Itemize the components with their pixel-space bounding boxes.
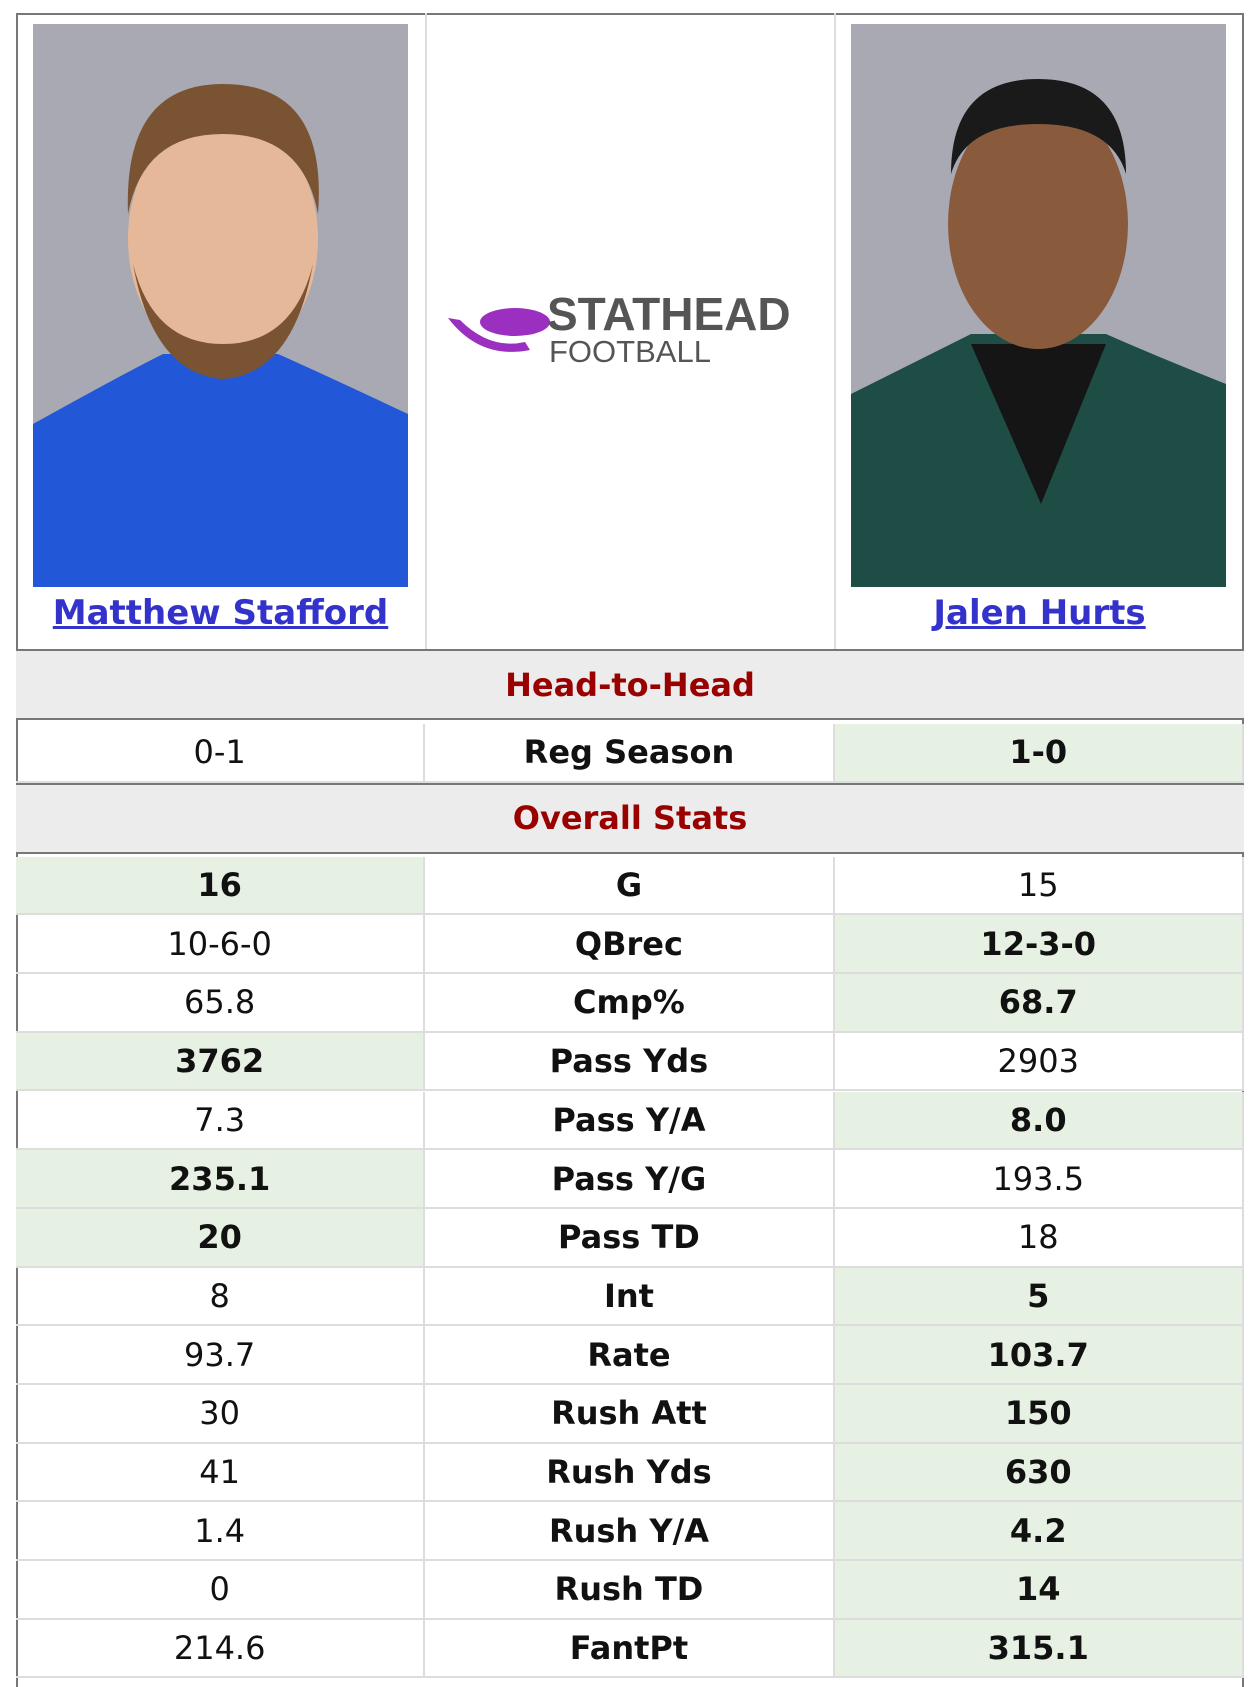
stat-value: 10-6-0 [16,915,426,975]
stat-label: Rush Att [425,1385,835,1444]
stat-value: 103.7 [834,1326,1244,1385]
stat-value: 20 [16,1208,426,1268]
stat-value: 8.0 [834,1091,1244,1151]
stat-label: FantPt [425,1619,835,1679]
divider [425,13,427,649]
stat-label: Rush Y/A [425,1502,835,1562]
stat-value: 3762 [16,1032,426,1092]
player-link[interactable]: Jalen Hurts [933,593,1146,633]
stat-value: 630 [834,1443,1244,1503]
logo-subtitle: FOOTBALL [549,334,711,369]
stat-label: Rush Yds [425,1443,835,1503]
stat-value: 14 [834,1561,1244,1620]
stat-value: 5 [834,1267,1244,1327]
stat-value: 315.1 [834,1619,1244,1679]
stat-value: 7.3 [16,1091,426,1151]
stat-label: Reg Season [425,724,835,783]
stat-value: 68.7 [834,974,1244,1033]
stat-label: QBrec [425,915,835,975]
stat-label: Rate [425,1326,835,1385]
stat-label: Pass Yds [425,1032,835,1092]
stat-value: 0 [16,1561,426,1620]
logo: STATHEAD FOOTBALL [448,290,791,369]
stat-label: Pass Y/G [425,1150,835,1209]
stat-label: Rush TD [425,1561,835,1620]
stat-value: 15 [834,856,1244,916]
stat-label: G [425,856,835,916]
stat-label: Cmp% [425,974,835,1033]
stat-value: 193.5 [834,1150,1244,1209]
section-header: Head-to-Head [16,649,1244,720]
player-photo [851,24,1226,587]
stat-label: Pass Y/A [425,1091,835,1151]
section-header: Overall Stats [16,782,1244,854]
stat-value: 93.7 [16,1326,426,1385]
stat-label: Int [425,1267,835,1327]
stat-value: 30 [16,1385,426,1444]
stat-value: 1-0 [834,724,1244,783]
stat-label: Pass TD [425,1208,835,1268]
divider [834,13,836,649]
stat-value: 4.2 [834,1502,1244,1562]
player-link[interactable]: Matthew Stafford [52,593,389,633]
stat-value: 0-1 [16,724,426,783]
stat-value: 8 [16,1267,426,1327]
stat-value: 150 [834,1385,1244,1444]
logo-title: STATHEAD [547,290,791,340]
player-photo [33,24,408,587]
stat-value: 1.4 [16,1502,426,1562]
stat-value: 235.1 [16,1150,426,1209]
stat-value: 41 [16,1443,426,1503]
stat-value: 12-3-0 [834,915,1244,975]
stat-value: 16 [16,856,426,916]
stat-value: 18 [834,1208,1244,1268]
stat-value: 2903 [834,1032,1244,1092]
stat-value: 65.8 [16,974,426,1033]
stat-value: 214.6 [16,1619,426,1679]
